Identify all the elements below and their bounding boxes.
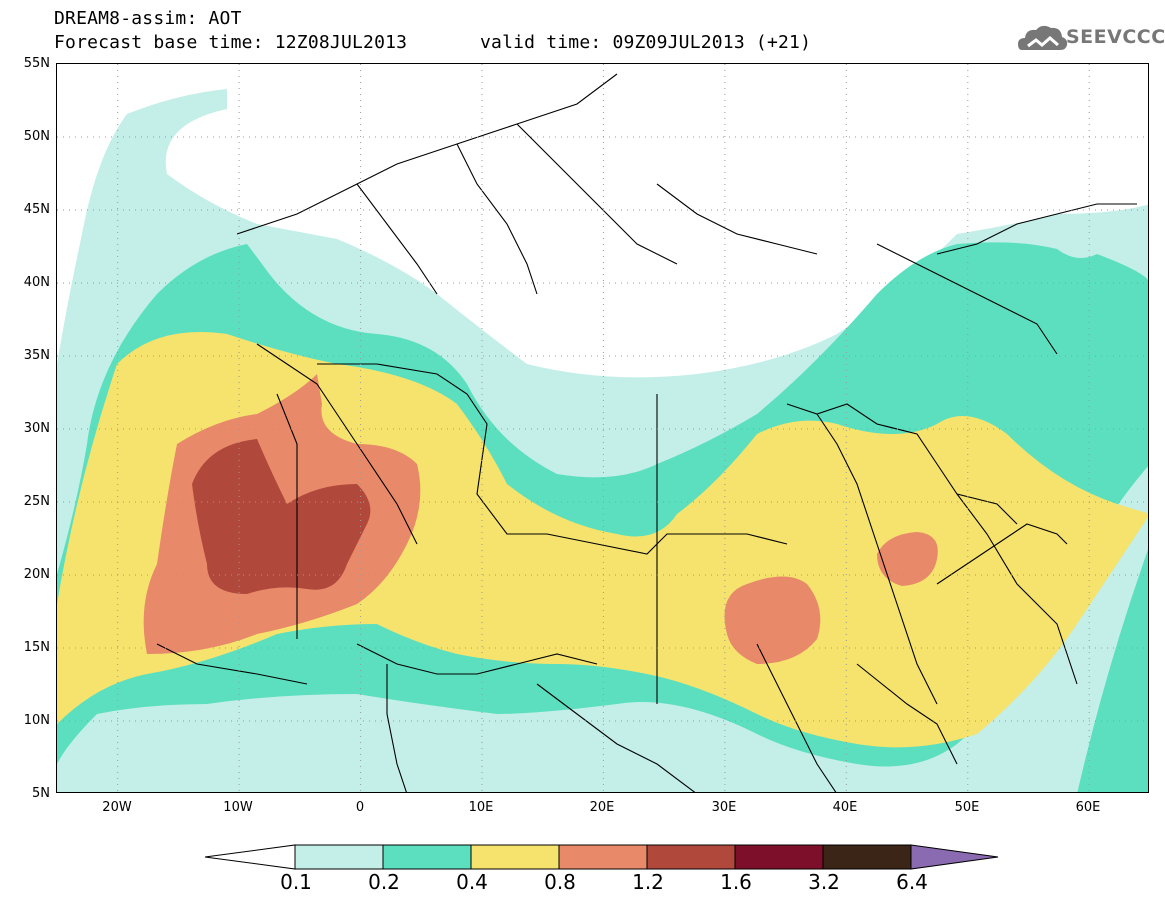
lat-label: 50N: [23, 129, 50, 144]
gridlines: [57, 64, 1148, 792]
colorbar-swatch: [822, 844, 912, 870]
colorbar-label: 0.2: [368, 870, 400, 894]
colorbar-label: 3.2: [808, 870, 840, 894]
colorbar-label: 1.6: [720, 870, 752, 894]
lon-label: 10E: [468, 800, 494, 815]
colorbar-swatch: [294, 844, 384, 870]
logo-text: SEEVCCC: [1066, 26, 1165, 48]
lon-label: 50E: [954, 800, 980, 815]
lat-label: 55N: [23, 56, 50, 71]
colorbar-high-triangle: [910, 844, 999, 870]
lon-label: 10W: [223, 800, 253, 815]
lat-label: 10N: [23, 713, 50, 728]
colorbar-label: 0.8: [544, 870, 576, 894]
colorbar-label: 6.4: [896, 870, 928, 894]
colorbar-swatch: [646, 844, 736, 870]
colorbar-swatch: [558, 844, 648, 870]
lat-label: 5N: [32, 786, 50, 801]
lat-label: 30N: [23, 421, 50, 436]
lat-label: 35N: [23, 348, 50, 363]
forecast-base-time: Forecast base time: 12Z08JUL2013: [54, 32, 408, 53]
lon-label: 20W: [102, 800, 132, 815]
cloud-logo-icon: [1018, 25, 1068, 50]
aot-map: [57, 64, 1148, 792]
colorbar-swatch: [734, 844, 824, 870]
colorbar-swatch: [470, 844, 560, 870]
lon-label: 60E: [1075, 800, 1101, 815]
colorbar-low-triangle: [205, 844, 296, 870]
lon-label: 20E: [589, 800, 615, 815]
borders: [156, 73, 1137, 792]
aot-contour-1.2: [192, 439, 371, 594]
colorbar-label: 0.1: [280, 870, 312, 894]
map-frame: [56, 63, 1149, 793]
colorbar-label: 0.4: [456, 870, 488, 894]
lat-label: 40N: [23, 275, 50, 290]
lon-label: 30E: [711, 800, 737, 815]
lat-label: 20N: [23, 567, 50, 582]
lat-label: 45N: [23, 202, 50, 217]
lat-label: 25N: [23, 494, 50, 509]
valid-time: valid time: 09Z09JUL2013 (+21): [480, 32, 812, 53]
colorbar-label: 1.2: [632, 870, 664, 894]
colorbar: [205, 844, 999, 870]
colorbar-swatch: [382, 844, 472, 870]
lon-label: 0: [355, 800, 365, 815]
lat-label: 15N: [23, 640, 50, 655]
lon-label: 40E: [832, 800, 858, 815]
map-title: DREAM8-assim: AOT: [54, 8, 242, 29]
